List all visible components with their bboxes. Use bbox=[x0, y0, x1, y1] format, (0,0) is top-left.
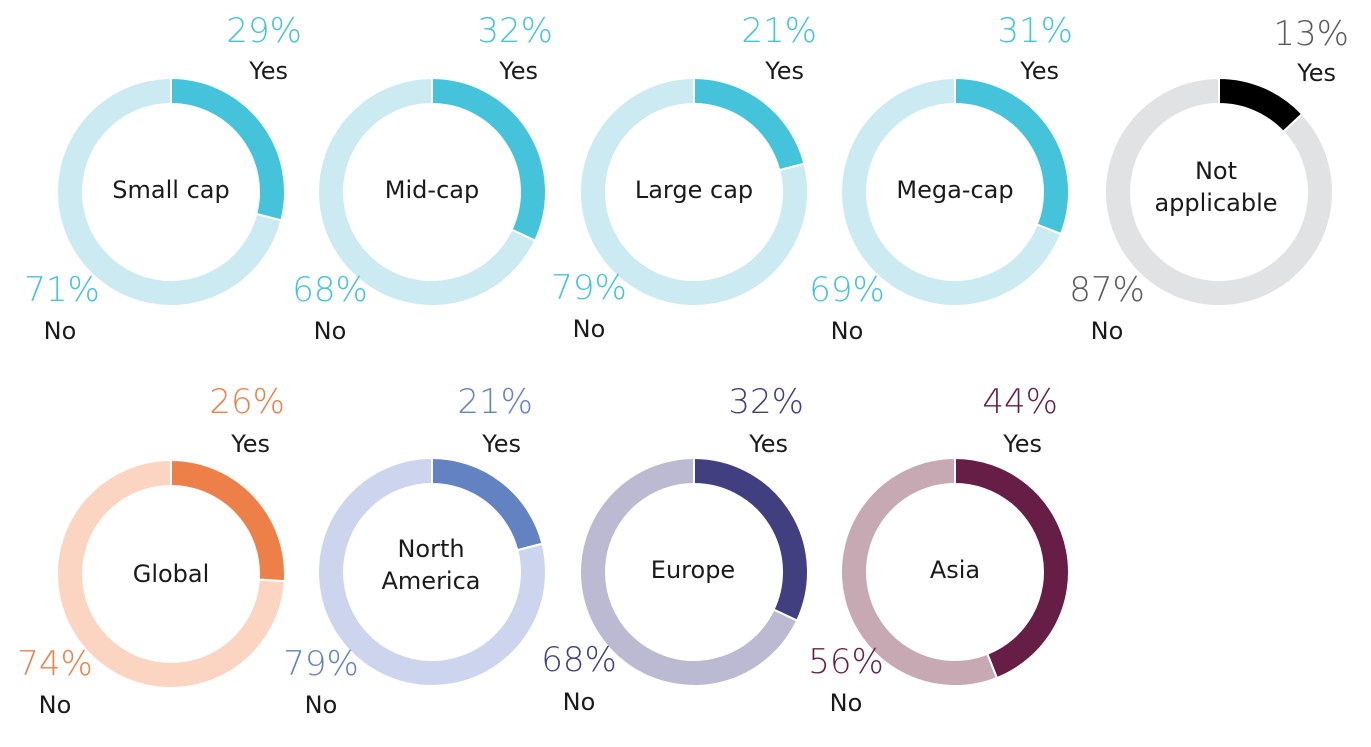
donut-slice-no bbox=[317, 456, 547, 687]
yes-label: Yes bbox=[748, 430, 788, 458]
donut-chart bbox=[840, 76, 1070, 307]
donut-center-title: Asia bbox=[930, 556, 980, 584]
donut-center-title: North America bbox=[382, 535, 481, 595]
donut-slice-yes bbox=[954, 76, 1070, 236]
donut-center-title: Large cap bbox=[635, 176, 753, 204]
donut-slice-yes bbox=[954, 456, 1070, 680]
no-percent-label: 68% bbox=[292, 270, 368, 310]
no-percent-label: 74% bbox=[17, 644, 93, 684]
donut-slice-yes bbox=[431, 456, 544, 552]
no-label: No bbox=[305, 691, 338, 719]
yes-percent-label: 13% bbox=[1273, 14, 1349, 54]
donut-center-title: Not applicable bbox=[1154, 157, 1277, 217]
donut-center-title: Mid-cap bbox=[385, 176, 479, 204]
donut-slice-yes bbox=[170, 458, 286, 583]
no-label: No bbox=[39, 691, 72, 719]
yes-label: Yes bbox=[248, 57, 288, 85]
no-label: No bbox=[830, 689, 863, 717]
yes-label: Yes bbox=[1002, 430, 1042, 458]
yes-percent-label: 31% bbox=[997, 11, 1073, 51]
yes-label: Yes bbox=[1019, 57, 1059, 85]
donut-slice-no bbox=[840, 456, 999, 687]
no-percent-label: 56% bbox=[808, 642, 884, 682]
yes-percent-label: 29% bbox=[226, 11, 302, 51]
yes-percent-label: 32% bbox=[477, 11, 553, 51]
donut-slice-no bbox=[579, 76, 809, 307]
yes-label: Yes bbox=[481, 430, 521, 458]
donut-chart bbox=[579, 76, 809, 307]
donut-slice-yes bbox=[431, 76, 547, 242]
donut-center-title: Europe bbox=[651, 556, 735, 584]
donut-chart bbox=[56, 458, 286, 689]
donut-center-title: Small cap bbox=[112, 176, 229, 204]
donut-slice-no bbox=[56, 458, 286, 689]
donut-chart bbox=[840, 456, 1070, 687]
yes-label: Yes bbox=[764, 57, 804, 85]
no-percent-label: 87% bbox=[1069, 270, 1145, 310]
yes-label: Yes bbox=[1296, 59, 1336, 87]
donut-center-title: Global bbox=[133, 560, 210, 588]
no-percent-label: 79% bbox=[283, 644, 359, 684]
donut-slice-yes bbox=[1218, 76, 1304, 134]
donut-slice-yes bbox=[693, 456, 809, 622]
donut-slice-no bbox=[840, 76, 1063, 307]
no-label: No bbox=[314, 317, 347, 345]
no-percent-label: 68% bbox=[541, 640, 617, 680]
no-label: No bbox=[563, 688, 596, 716]
donut-center-title: Mega-cap bbox=[896, 176, 1013, 204]
no-percent-label: 71% bbox=[24, 270, 100, 310]
donut-chart bbox=[1104, 76, 1334, 307]
donut-chart bbox=[56, 76, 286, 307]
no-percent-label: 79% bbox=[551, 268, 627, 308]
donut-chart bbox=[579, 456, 809, 687]
donut-slice-no bbox=[579, 456, 799, 687]
donut-slice-yes bbox=[170, 76, 286, 222]
no-label: No bbox=[573, 315, 606, 343]
yes-percent-label: 32% bbox=[728, 382, 804, 422]
yes-label: Yes bbox=[498, 57, 538, 85]
donut-slice-yes bbox=[693, 76, 806, 172]
yes-percent-label: 21% bbox=[741, 11, 817, 51]
no-percent-label: 69% bbox=[809, 270, 885, 310]
no-label: No bbox=[44, 317, 77, 345]
yes-label: Yes bbox=[230, 430, 270, 458]
no-label: No bbox=[831, 317, 864, 345]
yes-percent-label: 44% bbox=[982, 382, 1058, 422]
donut-slice-no bbox=[317, 76, 537, 307]
donut-slice-no bbox=[1104, 76, 1334, 307]
no-label: No bbox=[1091, 317, 1124, 345]
donut-chart bbox=[317, 456, 547, 687]
donut-slice-no bbox=[56, 76, 283, 307]
yes-percent-label: 21% bbox=[457, 382, 533, 422]
yes-percent-label: 26% bbox=[209, 382, 285, 422]
donut-chart bbox=[317, 76, 547, 307]
